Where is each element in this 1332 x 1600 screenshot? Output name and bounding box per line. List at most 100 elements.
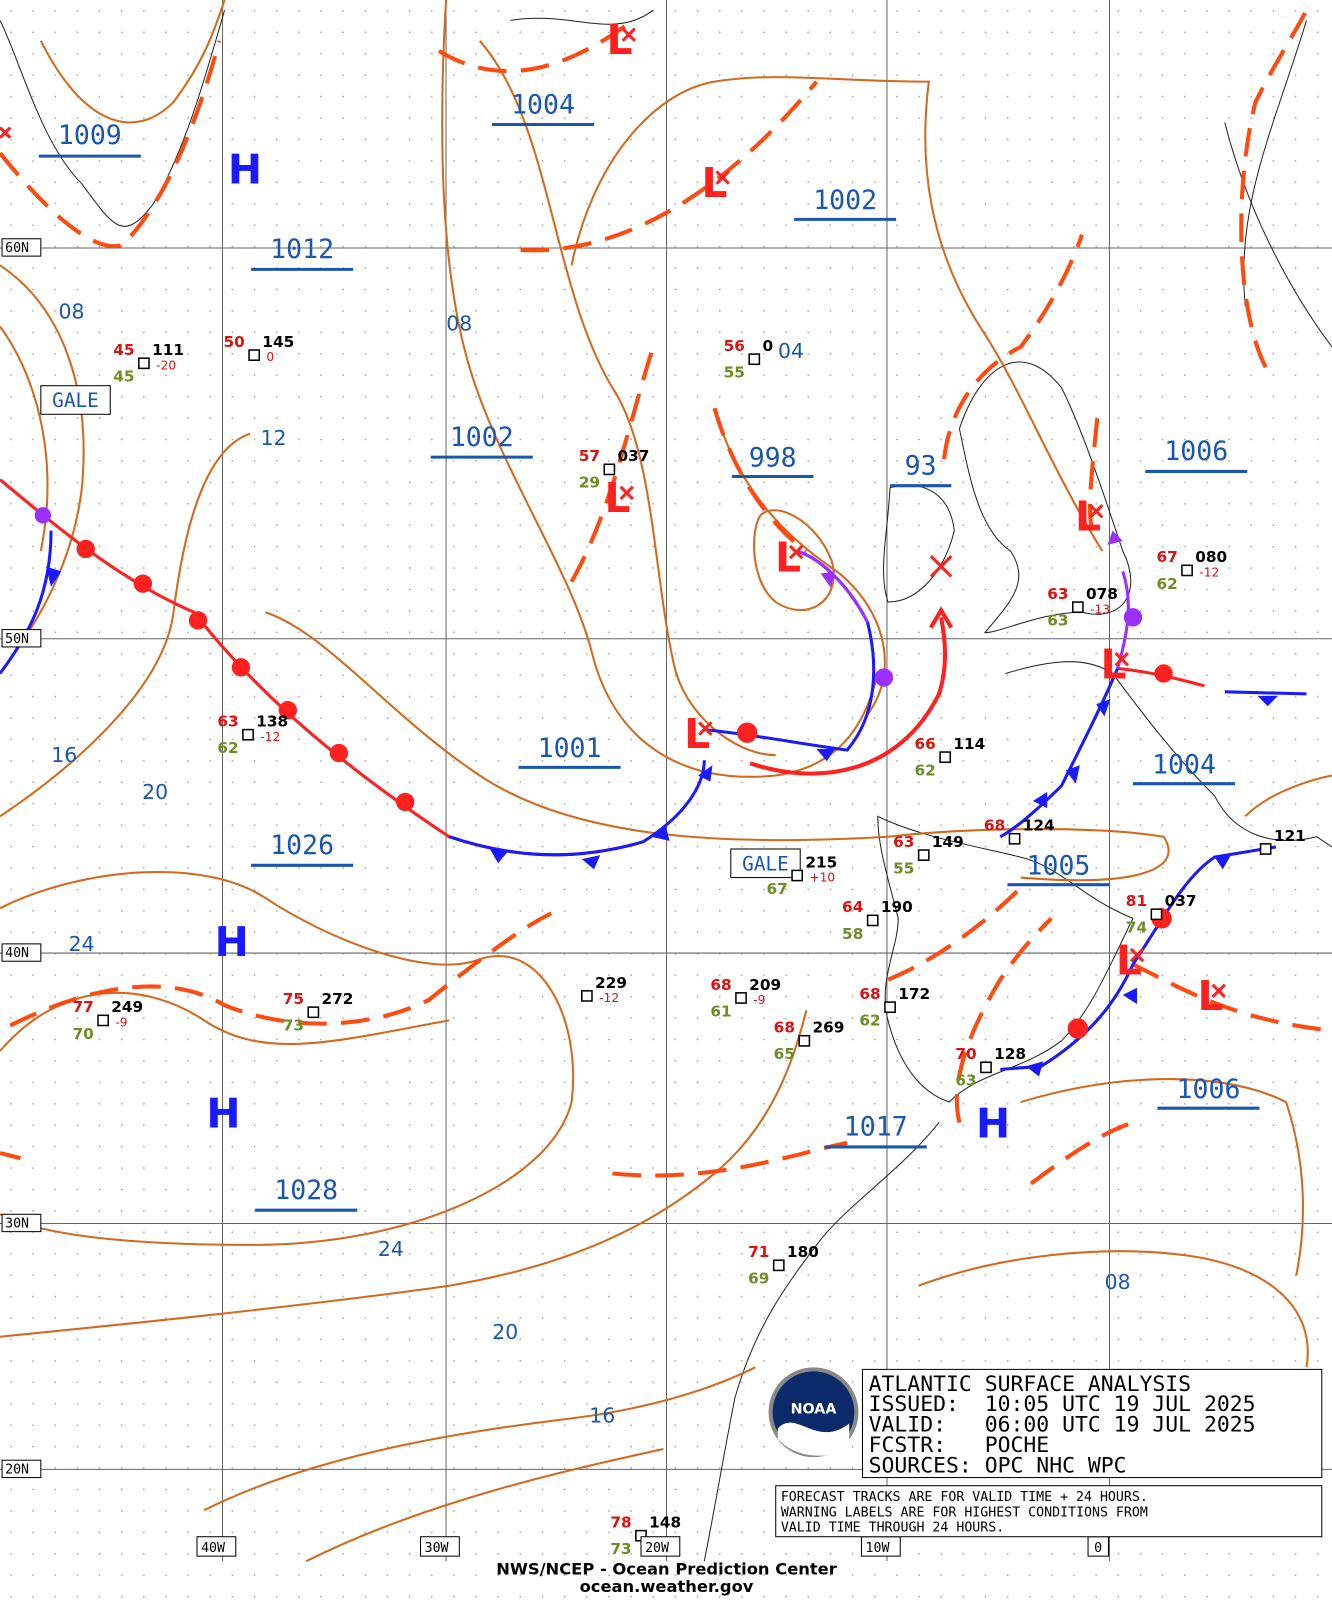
station-dewpoint: 74 <box>1126 919 1147 937</box>
station-marker <box>307 1006 320 1019</box>
isobar-label: 1026 <box>270 830 334 861</box>
station-marker <box>581 990 593 1002</box>
station-tendency: 0 <box>266 350 274 364</box>
latitude-label: 50N <box>5 632 29 647</box>
isobar-label: 24 <box>378 1237 404 1261</box>
station-tendency: -9 <box>753 993 765 1007</box>
station-dewpoint: 62 <box>217 739 238 757</box>
isobar-label: 1009 <box>58 120 122 151</box>
station-marker <box>1259 843 1272 855</box>
station-dewpoint: 65 <box>774 1045 795 1063</box>
note-line: FORECAST TRACKS ARE FOR VALID TIME + 24 … <box>781 1490 1148 1505</box>
latitude-label: 20N <box>5 1462 29 1477</box>
isobar-label: 1012 <box>270 234 334 265</box>
note-line: WARNING LABELS ARE FOR HIGHEST CONDITION… <box>781 1505 1148 1520</box>
low-center: L <box>1116 936 1142 984</box>
station-dewpoint: 73 <box>610 1540 631 1558</box>
station-marker <box>866 914 879 927</box>
station-temperature: 50 <box>224 333 245 351</box>
station-marker <box>138 357 150 370</box>
info-line: FCSTR: POCHE <box>869 1433 1050 1458</box>
troughs <box>0 9 1332 1186</box>
isobar-label: 20 <box>142 780 168 804</box>
station-marker <box>884 1001 896 1014</box>
isobar-label: 1006 <box>1164 436 1228 467</box>
station-dewpoint: 63 <box>1047 612 1068 630</box>
isobar-label: 1006 <box>1177 1074 1241 1105</box>
station-pressure: 172 <box>898 985 930 1003</box>
warnings: GALE GALE <box>40 385 801 879</box>
fronts <box>0 478 1307 1077</box>
station-pressure: 0 <box>762 337 773 355</box>
station-marker <box>735 992 747 1004</box>
footer-url: ocean.weather.gov <box>580 1577 754 1596</box>
station-tendency: +10 <box>809 871 835 885</box>
station-marker <box>748 353 761 366</box>
high-center: H <box>215 918 249 966</box>
high-center: H <box>976 1100 1010 1148</box>
low-center: L <box>607 16 633 64</box>
station-temperature: 63 <box>893 833 914 851</box>
high-center: H <box>206 1090 240 1138</box>
station-dewpoint: 45 <box>113 368 134 386</box>
isobar-label: 16 <box>589 1403 615 1427</box>
station-temperature: 57 <box>579 447 600 465</box>
info-box: ATLANTIC SURFACE ANALYSIS ISSUED: 10:05 … <box>775 1368 1323 1538</box>
longitude-label: 20W <box>645 1541 669 1556</box>
station-dewpoint: 61 <box>710 1002 731 1020</box>
isobar-labels: 1009 1004 1002 1012 1002 998 93 1006 100… <box>38 89 1260 1427</box>
info-line: VALID: 06:00 UTC 19 JUL 2025 <box>869 1413 1256 1438</box>
station-dewpoint: 29 <box>579 474 600 492</box>
station-temperature: 67 <box>1156 548 1177 566</box>
isobar-label: 1002 <box>813 185 877 216</box>
station-tendency: -20 <box>156 358 176 372</box>
station-pressure: 111 <box>152 341 184 359</box>
station-temperature: 63 <box>217 713 238 731</box>
station-dewpoint: 62 <box>859 1012 880 1030</box>
station-temperature: 77 <box>72 998 93 1016</box>
station-temperature: 75 <box>283 990 304 1008</box>
station-marker <box>939 751 952 764</box>
station-temperature: 68 <box>774 1019 795 1037</box>
station-dewpoint: 55 <box>724 364 745 382</box>
station-pressure: 190 <box>881 898 913 916</box>
station-dewpoint: 69 <box>748 1270 769 1288</box>
station-pressure: 121 <box>1274 827 1306 845</box>
station-marker <box>1071 601 1084 614</box>
station-tendency: -12 <box>599 991 619 1005</box>
station-marker <box>248 349 261 361</box>
station-pressure: 269 <box>812 1019 844 1037</box>
station-marker <box>980 1061 992 1074</box>
station-dewpoint: 62 <box>1156 575 1177 593</box>
isobar-label: 1017 <box>844 1112 908 1143</box>
station-dewpoint: 58 <box>842 925 863 943</box>
low-center: L <box>684 710 710 758</box>
info-line: ISSUED: 10:05 UTC 19 JUL 2025 <box>869 1392 1256 1417</box>
pressure-centers: H H H H L L L L L L L L L <box>0 16 1226 1148</box>
isobar-label: 08 <box>446 312 472 336</box>
isobar-label: 16 <box>51 743 77 767</box>
note-line: VALID TIME THROUGH 24 HOURS. <box>781 1521 1004 1536</box>
station-marker <box>917 849 930 861</box>
isobar-label: 20 <box>492 1320 518 1344</box>
station-pressure: 078 <box>1086 585 1118 603</box>
station-temperature: 66 <box>915 735 936 753</box>
station-marker <box>791 869 804 882</box>
station-dewpoint: 67 <box>767 880 788 898</box>
station-pressure: 145 <box>262 333 294 351</box>
longitude-label: 10W <box>866 1541 890 1556</box>
noaa-logo: NOAA <box>768 1367 859 1458</box>
info-line: SOURCES: OPC NHC WPC <box>869 1453 1127 1478</box>
station-temperature: 45 <box>113 341 134 359</box>
warning-label: GALE <box>52 389 99 412</box>
isobar-label: 1002 <box>450 422 514 453</box>
station-temperature: 71 <box>748 1243 769 1261</box>
station-pressure: 148 <box>649 1514 681 1532</box>
warning-label: GALE <box>742 852 789 875</box>
isobar-label: 1004 <box>511 89 575 120</box>
info-title: ATLANTIC SURFACE ANALYSIS <box>869 1372 1191 1397</box>
isobar-label: 1005 <box>1027 850 1091 881</box>
station-pressure: 229 <box>595 974 627 992</box>
station-dewpoint: 70 <box>72 1025 93 1043</box>
